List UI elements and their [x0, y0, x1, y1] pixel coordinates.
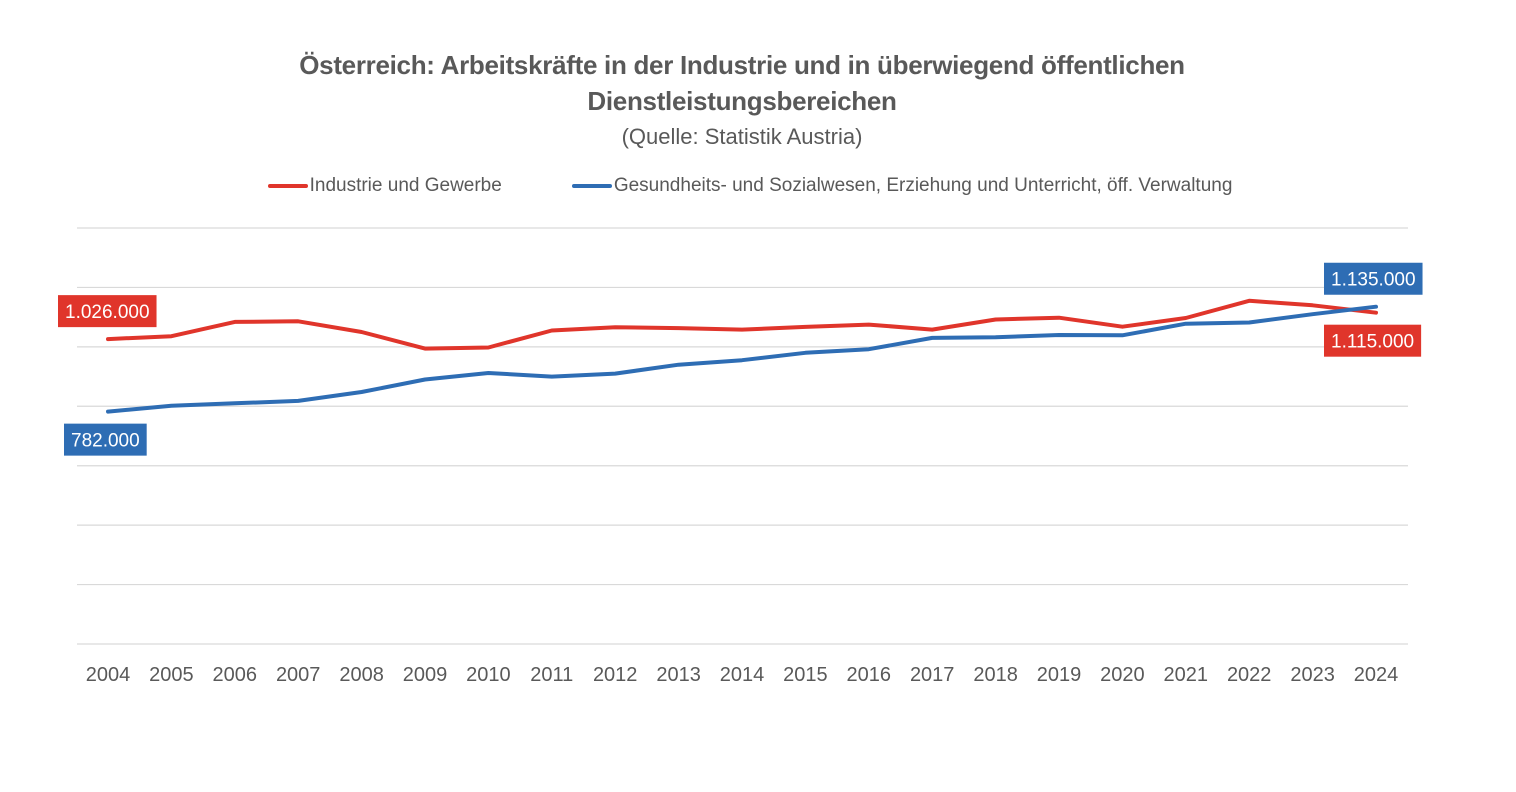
- x-tick-label: 2008: [339, 664, 384, 686]
- x-tick-label: 2012: [593, 664, 638, 686]
- data-label-box: [64, 423, 147, 456]
- data-labels: 1.026.000 1.115.000 782.000 1.135.000: [58, 262, 1423, 456]
- data-label: 1.115.000: [1324, 324, 1422, 357]
- gridlines: [77, 227, 1408, 645]
- series-lines: [106, 298, 1378, 414]
- x-tick-label: 2011: [530, 664, 573, 686]
- series-line-1: [106, 304, 1378, 414]
- data-label-box: [1324, 262, 1423, 295]
- x-tick-label: 2017: [910, 664, 955, 686]
- data-label-text: 1.115.000: [1331, 332, 1414, 353]
- x-tick-label: 2014: [720, 664, 765, 686]
- legend-swatch-oeffentlich: [571, 184, 612, 188]
- legend-item-oeffentlich: Gesundheits- und Sozialwesen, Erziehung …: [571, 175, 1233, 197]
- x-tick-label: 2013: [656, 664, 701, 686]
- x-tick-label: 2022: [1227, 664, 1272, 686]
- legend-label-oeffentlich: Gesundheits- und Sozialwesen, Erziehung …: [613, 175, 1233, 196]
- chart-legend: Industrie und Gewerbe Gesundheits- und S…: [0, 175, 1500, 197]
- x-tick-label: 2015: [783, 664, 828, 686]
- x-tick-label: 2005: [149, 664, 194, 686]
- data-label: 782.000: [64, 423, 147, 456]
- x-tick-label: 2024: [1354, 664, 1399, 686]
- x-tick-label: 2004: [86, 664, 131, 686]
- legend-item-industrie: Industrie und Gewerbe: [267, 175, 502, 197]
- data-label: 1.026.000: [58, 295, 157, 328]
- data-label-box: [58, 295, 157, 328]
- chart-subtitle: (Quelle: Statistik Austria): [621, 124, 863, 149]
- data-label-text: 1.026.000: [65, 302, 150, 323]
- data-label-box: [1324, 324, 1422, 357]
- legend-swatch-industrie: [267, 184, 308, 188]
- chart-title-line-2: Dienstleistungsbereichen: [587, 86, 897, 116]
- series-line-0: [106, 298, 1378, 351]
- legend-label-industrie: Industrie und Gewerbe: [309, 175, 502, 196]
- x-tick-label: 2018: [973, 664, 1018, 686]
- x-tick-label: 2023: [1290, 664, 1335, 686]
- chart-title-line-1: Österreich: Arbeitskräfte in der Industr…: [299, 50, 1185, 80]
- x-tick-label: 2010: [466, 664, 511, 686]
- x-tick-label: 2020: [1100, 664, 1145, 686]
- x-tick-label: 2009: [403, 664, 448, 686]
- x-axis-tick-labels: 2004 2005 2006 2007 2008 2009 2010 2011 2012 2013…: [86, 664, 1399, 686]
- x-tick-label: 2021: [1164, 664, 1209, 686]
- data-label-text: 782.000: [71, 431, 140, 452]
- x-tick-label: 2019: [1037, 664, 1082, 686]
- x-tick-label: 2016: [847, 664, 892, 686]
- x-tick-label: 2007: [276, 664, 321, 686]
- data-label-text: 1.135.000: [1331, 270, 1416, 291]
- data-label: 1.135.000: [1324, 262, 1423, 295]
- x-tick-label: 2006: [213, 664, 258, 686]
